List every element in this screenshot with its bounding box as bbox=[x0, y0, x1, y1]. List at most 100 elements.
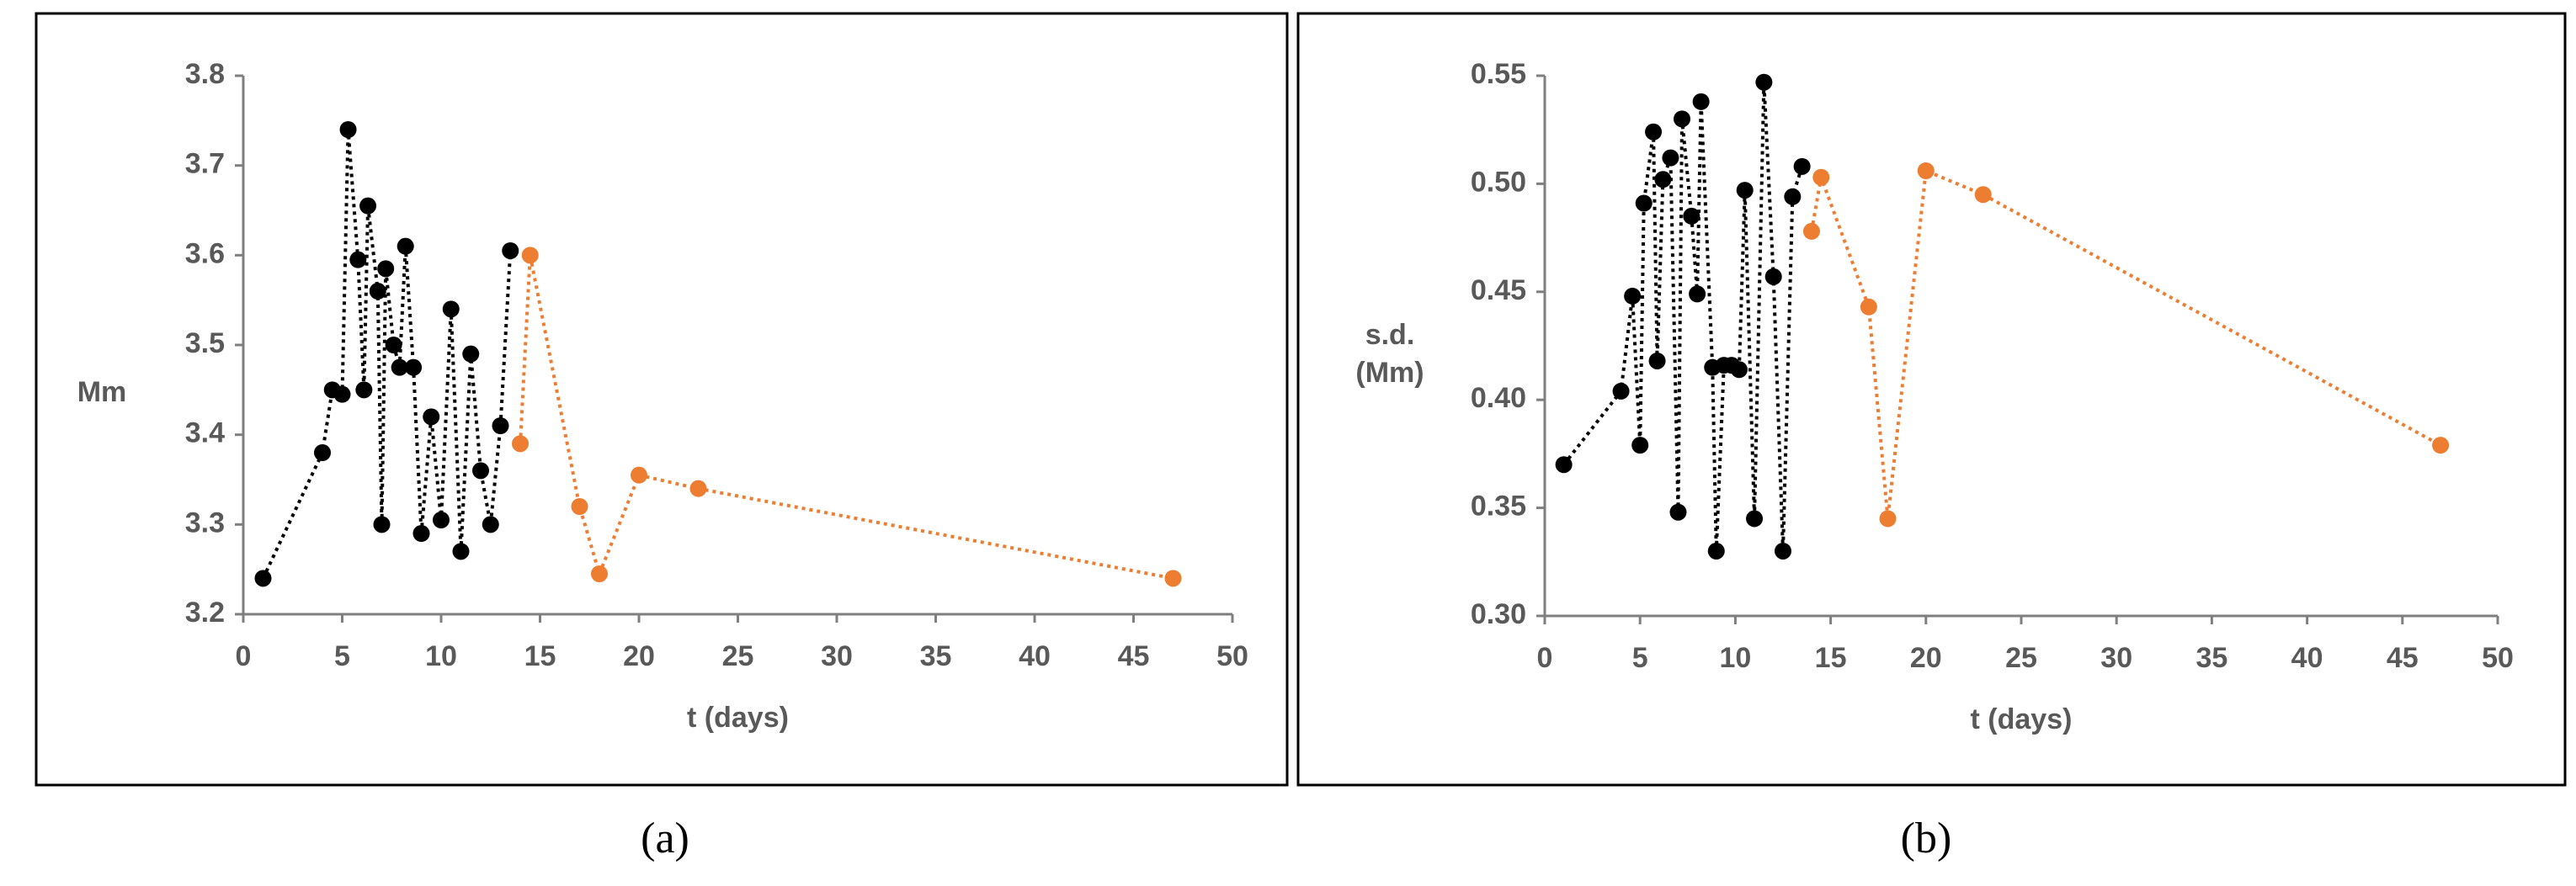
data-point bbox=[405, 358, 423, 376]
data-point bbox=[1764, 268, 1782, 285]
data-point bbox=[369, 283, 386, 300]
y-tick-label: 3.7 bbox=[185, 148, 225, 180]
x-tick-label: 30 bbox=[2100, 642, 2132, 674]
x-tick-label: 25 bbox=[2005, 642, 2037, 674]
series-line bbox=[519, 254, 1174, 581]
data-point bbox=[472, 462, 489, 480]
data-point bbox=[1662, 149, 1679, 167]
data-point bbox=[571, 498, 588, 515]
data-point bbox=[521, 247, 539, 264]
data-point bbox=[1648, 352, 1666, 369]
data-point bbox=[492, 417, 509, 434]
data-point bbox=[1974, 186, 1992, 204]
data-point bbox=[1674, 110, 1691, 128]
y-axis-label: s.d. bbox=[1365, 319, 1415, 351]
y-tick-label: 0.45 bbox=[1471, 274, 1526, 306]
data-point bbox=[1860, 298, 1877, 316]
data-point bbox=[1164, 570, 1182, 587]
series-line bbox=[1809, 168, 2442, 519]
data-point bbox=[433, 512, 450, 528]
data-point bbox=[1645, 123, 1663, 141]
data-point bbox=[397, 237, 414, 255]
data-point bbox=[314, 444, 331, 461]
data-point bbox=[1692, 93, 1710, 110]
panel-label: (b) bbox=[1901, 814, 1952, 862]
y-tick-label: 0.50 bbox=[1471, 166, 1526, 198]
data-point bbox=[1802, 222, 1820, 240]
data-point bbox=[1755, 73, 1773, 91]
data-point bbox=[254, 570, 272, 587]
x-tick-label: 45 bbox=[1118, 640, 1150, 672]
x-tick-label: 35 bbox=[2195, 642, 2227, 674]
y-tick-label: 0.40 bbox=[1471, 382, 1526, 414]
data-point bbox=[1879, 510, 1897, 528]
x-tick-label: 5 bbox=[1632, 642, 1648, 674]
x-tick-label: 15 bbox=[524, 640, 556, 672]
y-axis-label: Mm bbox=[77, 376, 127, 408]
x-tick-label: 35 bbox=[920, 640, 952, 672]
data-point bbox=[412, 525, 430, 542]
data-point bbox=[1683, 207, 1700, 225]
y-tick-label: 0.30 bbox=[1471, 598, 1526, 630]
y-tick-label: 3.5 bbox=[185, 327, 225, 359]
data-point bbox=[1707, 542, 1725, 560]
x-tick-label: 20 bbox=[1910, 642, 1942, 674]
x-tick-label: 5 bbox=[334, 640, 350, 672]
data-point bbox=[1736, 182, 1754, 199]
data-point bbox=[1746, 510, 1764, 528]
x-tick-label: 0 bbox=[236, 640, 252, 672]
x-tick-label: 40 bbox=[2291, 642, 2323, 674]
data-point bbox=[1917, 162, 1935, 179]
x-axis-label: t (days) bbox=[687, 702, 789, 734]
y-tick-label: 3.6 bbox=[185, 237, 225, 269]
x-tick-label: 15 bbox=[1815, 642, 1847, 674]
data-point bbox=[1635, 194, 1653, 212]
data-point bbox=[355, 381, 373, 399]
data-point bbox=[591, 565, 608, 582]
x-tick-label: 45 bbox=[2387, 642, 2419, 674]
data-point bbox=[502, 242, 519, 259]
x-tick-label: 40 bbox=[1019, 640, 1051, 672]
data-point bbox=[689, 480, 707, 497]
data-point bbox=[385, 337, 402, 353]
data-point bbox=[1555, 456, 1573, 474]
data-point bbox=[2432, 437, 2450, 454]
data-point bbox=[1730, 361, 1748, 379]
x-tick-label: 0 bbox=[1537, 642, 1553, 674]
x-tick-label: 10 bbox=[425, 640, 457, 672]
data-point bbox=[512, 435, 529, 453]
data-point bbox=[452, 543, 470, 560]
data-point bbox=[339, 121, 357, 138]
data-point bbox=[462, 345, 480, 363]
x-tick-label: 50 bbox=[1216, 640, 1248, 672]
x-tick-label: 20 bbox=[623, 640, 655, 672]
data-point bbox=[359, 197, 377, 215]
data-point bbox=[1784, 188, 1802, 205]
data-point bbox=[1631, 437, 1649, 454]
data-point bbox=[349, 251, 367, 268]
data-point bbox=[1624, 287, 1642, 305]
y-tick-label: 3.3 bbox=[185, 507, 225, 538]
x-tick-label: 10 bbox=[1719, 642, 1751, 674]
data-point bbox=[373, 516, 391, 533]
x-tick-label: 50 bbox=[2482, 642, 2514, 674]
data-point bbox=[377, 260, 395, 278]
data-point bbox=[442, 300, 460, 318]
data-point bbox=[1793, 157, 1811, 175]
data-point bbox=[631, 466, 647, 484]
x-axis-label: t (days) bbox=[1971, 703, 2073, 735]
panel-label: (a) bbox=[641, 814, 689, 862]
data-point bbox=[1775, 542, 1791, 560]
x-tick-label: 25 bbox=[722, 640, 754, 672]
y-tick-label: 3.2 bbox=[185, 597, 225, 629]
panel-frame bbox=[1296, 12, 2567, 787]
data-point bbox=[1812, 168, 1830, 186]
y-tick-label: 0.55 bbox=[1471, 58, 1526, 90]
data-point bbox=[1689, 285, 1706, 303]
data-point bbox=[482, 516, 499, 533]
y-tick-label: 3.4 bbox=[185, 417, 225, 449]
data-point bbox=[333, 385, 351, 403]
data-point bbox=[1654, 171, 1672, 188]
data-point bbox=[1612, 382, 1630, 400]
